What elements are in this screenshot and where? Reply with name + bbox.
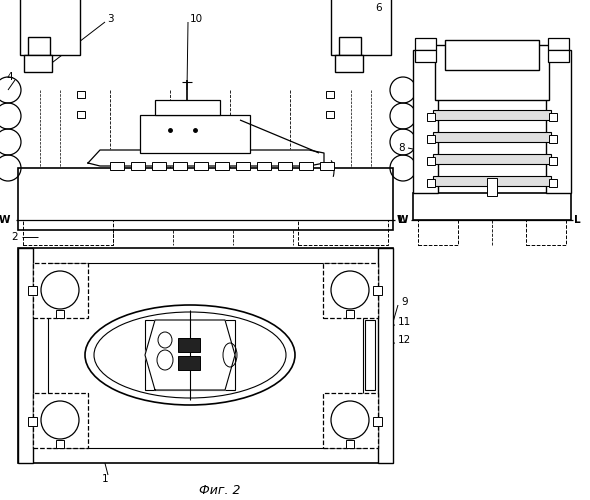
- Bar: [549, 135, 557, 143]
- Bar: [548, 50, 569, 62]
- Bar: [346, 310, 354, 318]
- Bar: [299, 162, 313, 170]
- Bar: [18, 248, 33, 463]
- Bar: [110, 162, 124, 170]
- Bar: [18, 248, 393, 463]
- Bar: [155, 100, 220, 115]
- Bar: [427, 157, 435, 165]
- Text: 3: 3: [107, 14, 114, 24]
- Bar: [140, 115, 250, 153]
- Text: W: W: [0, 215, 10, 225]
- Bar: [427, 179, 435, 187]
- Text: 6: 6: [375, 3, 382, 13]
- Bar: [373, 286, 382, 295]
- Bar: [298, 220, 388, 245]
- Bar: [178, 338, 200, 352]
- Bar: [548, 38, 569, 50]
- Text: 11: 11: [398, 317, 411, 327]
- Bar: [173, 162, 187, 170]
- Polygon shape: [88, 150, 324, 166]
- Bar: [413, 193, 571, 220]
- Bar: [415, 38, 436, 50]
- Bar: [278, 162, 292, 170]
- Bar: [77, 91, 85, 98]
- Bar: [445, 40, 539, 70]
- Text: 1: 1: [101, 474, 109, 484]
- Bar: [526, 220, 566, 245]
- Bar: [339, 37, 361, 55]
- Bar: [427, 113, 435, 121]
- Bar: [152, 162, 166, 170]
- Text: 4: 4: [6, 72, 13, 82]
- Bar: [433, 132, 551, 142]
- Bar: [23, 220, 113, 245]
- Bar: [56, 440, 64, 448]
- Bar: [433, 110, 551, 120]
- Bar: [378, 248, 393, 463]
- Bar: [20, 0, 80, 55]
- Bar: [365, 320, 375, 390]
- Bar: [433, 154, 551, 164]
- Bar: [427, 135, 435, 143]
- Bar: [549, 113, 557, 121]
- Bar: [549, 179, 557, 187]
- Bar: [28, 286, 37, 295]
- Polygon shape: [145, 320, 235, 390]
- Bar: [323, 393, 378, 448]
- Bar: [433, 176, 551, 186]
- Bar: [546, 50, 571, 193]
- Bar: [18, 168, 393, 230]
- Bar: [326, 91, 334, 98]
- Bar: [145, 320, 235, 390]
- Bar: [131, 162, 145, 170]
- Bar: [236, 162, 250, 170]
- Bar: [418, 220, 458, 245]
- Text: W: W: [396, 215, 408, 225]
- Text: 12: 12: [398, 335, 411, 345]
- Bar: [549, 157, 557, 165]
- Bar: [335, 55, 363, 72]
- Bar: [77, 111, 85, 118]
- Bar: [487, 178, 497, 196]
- Text: 8: 8: [398, 143, 405, 153]
- Bar: [413, 50, 438, 193]
- Bar: [33, 393, 88, 448]
- Bar: [215, 162, 229, 170]
- Text: L: L: [574, 215, 581, 225]
- Bar: [326, 111, 334, 118]
- Text: 9: 9: [401, 297, 408, 307]
- Bar: [28, 37, 50, 55]
- Bar: [373, 417, 382, 426]
- Bar: [346, 440, 354, 448]
- Bar: [28, 417, 37, 426]
- Bar: [323, 263, 378, 318]
- Bar: [331, 0, 391, 55]
- Bar: [415, 50, 436, 62]
- Bar: [56, 310, 64, 318]
- Bar: [48, 263, 363, 448]
- Bar: [320, 162, 334, 170]
- Text: Фиг. 2: Фиг. 2: [199, 484, 241, 496]
- Bar: [194, 162, 208, 170]
- Bar: [24, 55, 52, 72]
- Bar: [178, 356, 200, 370]
- Text: L: L: [398, 215, 405, 225]
- Text: 2: 2: [11, 232, 18, 242]
- Bar: [257, 162, 271, 170]
- Bar: [435, 45, 549, 100]
- Text: 10: 10: [190, 14, 203, 24]
- Bar: [33, 263, 88, 318]
